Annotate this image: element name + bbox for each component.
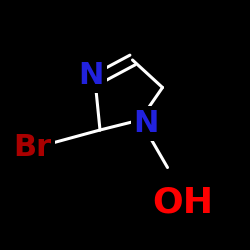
Text: N: N bbox=[78, 60, 104, 90]
Text: OH: OH bbox=[152, 186, 213, 220]
Text: Br: Br bbox=[14, 133, 52, 162]
Text: N: N bbox=[134, 109, 159, 138]
